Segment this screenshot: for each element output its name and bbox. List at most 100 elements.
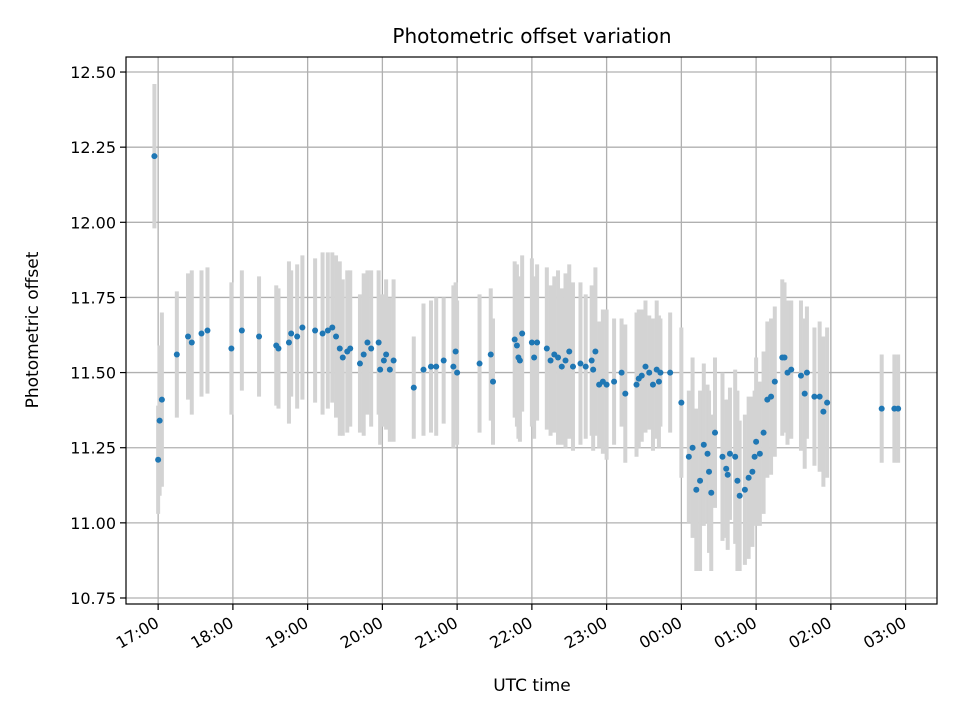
data-point — [603, 381, 610, 388]
data-point — [476, 360, 483, 367]
data-point — [622, 390, 629, 397]
data-point — [697, 477, 704, 484]
data-point — [771, 378, 778, 385]
y-axis-title: Photometric offset — [23, 251, 43, 408]
data-point — [547, 357, 554, 364]
data-point — [700, 441, 707, 448]
data-point — [693, 486, 700, 493]
data-point — [590, 366, 597, 373]
data-point — [732, 453, 739, 460]
data-point — [685, 453, 692, 460]
data-point — [611, 378, 618, 385]
data-point — [803, 369, 810, 376]
data-point — [646, 369, 653, 376]
data-point — [410, 384, 417, 391]
y-tick-label: 10.75 — [70, 589, 116, 608]
y-tick-label: 12.25 — [70, 138, 116, 157]
data-point — [719, 453, 726, 460]
data-point — [708, 489, 715, 496]
data-point — [878, 405, 885, 412]
data-point — [736, 492, 743, 499]
data-point — [427, 363, 434, 370]
data-point — [204, 327, 211, 334]
data-point — [364, 339, 371, 346]
data-point — [816, 393, 823, 400]
data-point — [555, 354, 562, 361]
data-point — [562, 357, 569, 364]
data-point — [824, 399, 831, 406]
data-point — [380, 357, 387, 364]
data-point — [256, 333, 263, 340]
data-point — [745, 474, 752, 481]
data-point — [454, 369, 461, 376]
data-point — [689, 444, 696, 451]
data-point — [433, 363, 440, 370]
data-point — [638, 372, 645, 379]
data-point — [356, 360, 363, 367]
data-point — [592, 348, 599, 355]
data-point — [704, 450, 711, 457]
data-point — [513, 342, 520, 349]
data-point — [706, 468, 713, 475]
data-point — [558, 363, 565, 370]
data-point — [312, 327, 319, 334]
data-point — [582, 363, 589, 370]
data-point — [383, 351, 390, 358]
data-point — [487, 351, 494, 358]
data-point — [797, 372, 804, 379]
y-tick-label: 12.50 — [70, 63, 116, 82]
y-tick-label: 11.00 — [70, 514, 116, 533]
data-point — [811, 393, 818, 400]
y-tick-label: 12.00 — [70, 213, 116, 232]
data-point — [151, 153, 158, 160]
data-point — [820, 408, 827, 415]
chart-title: Photometric offset variation — [392, 24, 671, 48]
data-point — [667, 369, 674, 376]
data-point — [336, 345, 343, 352]
data-point — [753, 438, 760, 445]
data-point — [375, 339, 382, 346]
data-point — [801, 390, 808, 397]
data-point — [618, 369, 625, 376]
data-point — [173, 351, 180, 358]
data-point — [329, 324, 336, 331]
data-point — [781, 354, 788, 361]
data-point — [724, 471, 731, 478]
data-point — [749, 468, 756, 475]
data-point — [294, 333, 301, 340]
data-point — [577, 360, 584, 367]
data-point — [198, 330, 205, 337]
data-point — [528, 339, 535, 346]
data-point — [655, 378, 662, 385]
data-point — [377, 366, 384, 373]
data-point — [723, 465, 730, 472]
data-point — [519, 330, 526, 337]
data-point — [588, 357, 595, 364]
data-point — [420, 366, 427, 373]
data-point — [642, 363, 649, 370]
data-point — [228, 345, 235, 352]
data-point — [534, 339, 541, 346]
data-point — [490, 378, 497, 385]
data-points — [151, 153, 902, 499]
data-point — [386, 366, 393, 373]
data-point — [734, 477, 741, 484]
x-axis-title: UTC time — [493, 676, 571, 696]
data-point — [768, 393, 775, 400]
data-point — [324, 327, 331, 334]
data-point — [155, 456, 162, 463]
data-point — [741, 486, 748, 493]
data-point — [275, 345, 282, 352]
data-point — [347, 345, 354, 352]
data-point — [531, 354, 538, 361]
data-point — [158, 396, 165, 403]
data-point — [156, 417, 163, 424]
data-point — [726, 450, 733, 457]
data-point — [751, 453, 758, 460]
y-tick-label: 11.75 — [70, 288, 116, 307]
data-point — [678, 399, 685, 406]
data-point — [450, 363, 457, 370]
data-point — [516, 357, 523, 364]
data-point — [511, 336, 518, 343]
data-point — [188, 339, 195, 346]
